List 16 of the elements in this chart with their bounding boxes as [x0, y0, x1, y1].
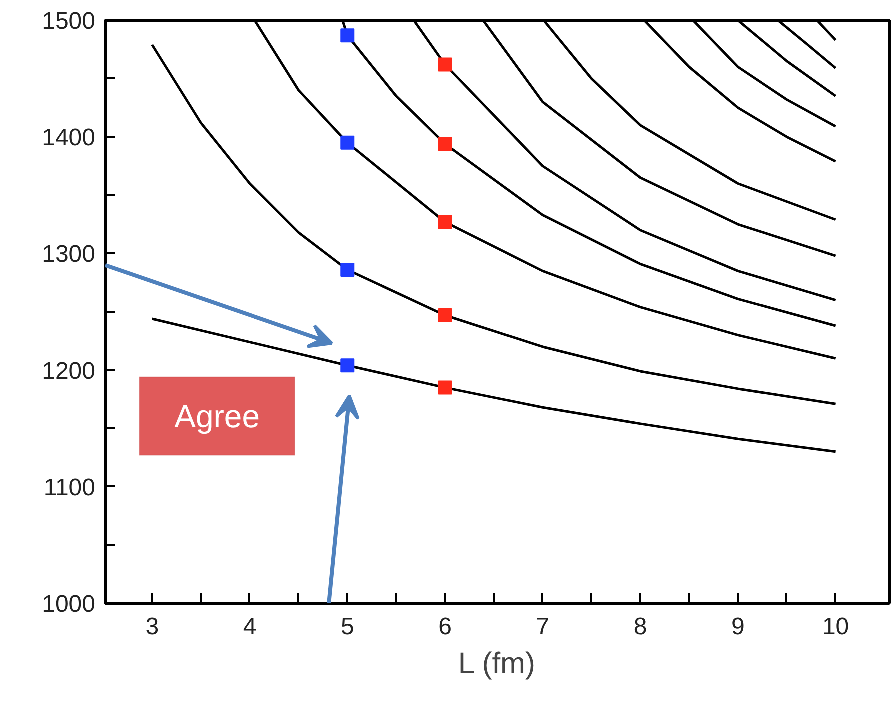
y-tick-label: 1300 — [42, 241, 96, 268]
x-tick-label: 10 — [822, 614, 850, 640]
x-tick-label: 6 — [438, 614, 452, 640]
x-axis-title: L (fm) — [458, 648, 536, 680]
x-tick-label: 5 — [340, 614, 354, 640]
x-tick-label: 7 — [536, 614, 550, 640]
x-tick-label: 9 — [731, 614, 745, 640]
x-tick-label: 8 — [634, 614, 648, 640]
x-tick-label: 4 — [243, 614, 257, 640]
annotation: Agree — [174, 398, 260, 434]
y-tick-label: 1000 — [42, 591, 96, 618]
y-tick-label: 1400 — [42, 124, 96, 152]
x-tick-label: 3 — [146, 614, 160, 640]
y-tick-label: 1200 — [42, 358, 96, 385]
y-tick-label: 1100 — [44, 474, 96, 502]
y-tick-label: 1500 — [42, 8, 96, 35]
